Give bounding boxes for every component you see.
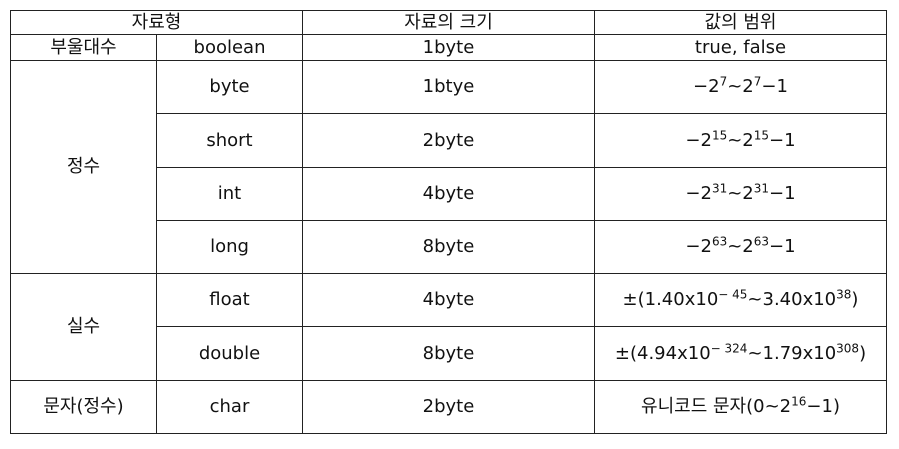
size-cell: 1byte [302, 34, 595, 62]
table-row-float: 실수 float 4byte ±(1.40x10− 45~3.40x1038) [10, 273, 887, 381]
table-row-short: short 2byte −215~215−1 [11, 113, 887, 168]
type-name-cell: byte [156, 60, 303, 115]
header-type: 자료형 [10, 9, 303, 36]
table-row-long: long 8byte −263~263−1 [11, 219, 887, 275]
category-cell-real: 실수 [10, 273, 157, 381]
size-cell: 8byte [302, 326, 595, 381]
size-cell: 1btye [302, 60, 595, 115]
type-name-cell: char [156, 379, 303, 435]
size-cell: 4byte [302, 166, 595, 221]
range-cell: −263~263−1 [594, 219, 887, 275]
range-cell: ±(1.40x10− 45~3.40x1038) [594, 273, 887, 328]
header-row: 자료형 자료의 크기 값의 범위 [10, 9, 887, 36]
range-cell: ±(4.94x10− 324~1.79x10308) [594, 326, 887, 381]
range-cell: −231~231−1 [594, 166, 887, 221]
table-row-byte: 정수 byte 1btye −27~27−1 [10, 60, 887, 275]
header-range: 값의 범위 [594, 9, 887, 36]
size-cell: 4byte [302, 273, 595, 328]
category-cell-integer: 정수 [10, 60, 157, 275]
size-cell: 2byte [302, 113, 595, 168]
header-size: 자료의 크기 [302, 9, 595, 36]
range-cell: −215~215−1 [594, 113, 887, 168]
category-cell: 부울대수 [10, 34, 157, 62]
table-row-int: int 4byte −231~231−1 [11, 166, 887, 221]
range-cell: −27~27−1 [594, 60, 887, 115]
type-name-cell: long [156, 219, 303, 275]
type-name-cell: float [156, 273, 303, 328]
table-row-char: 문자(정수) char 2byte 유니코드 문자(0~216−1) [10, 379, 887, 435]
category-cell-char: 문자(정수) [10, 379, 157, 435]
size-cell: 2byte [302, 379, 595, 435]
table-row-double: double 8byte ±(4.94x10− 324~1.79x10308) [11, 326, 887, 381]
range-cell: true, false [594, 34, 887, 62]
type-name-cell: short [156, 113, 303, 168]
table-row-boolean: 부울대수 boolean 1byte true, false [10, 34, 887, 62]
type-name-cell: int [156, 166, 303, 221]
type-name-cell: boolean [156, 34, 303, 62]
type-name-cell: double [156, 326, 303, 381]
size-cell: 8byte [302, 219, 595, 275]
range-cell: 유니코드 문자(0~216−1) [594, 379, 887, 435]
data-type-table: 자료형 자료의 크기 값의 범위 부울대수 boolean 1byte true… [10, 9, 887, 435]
